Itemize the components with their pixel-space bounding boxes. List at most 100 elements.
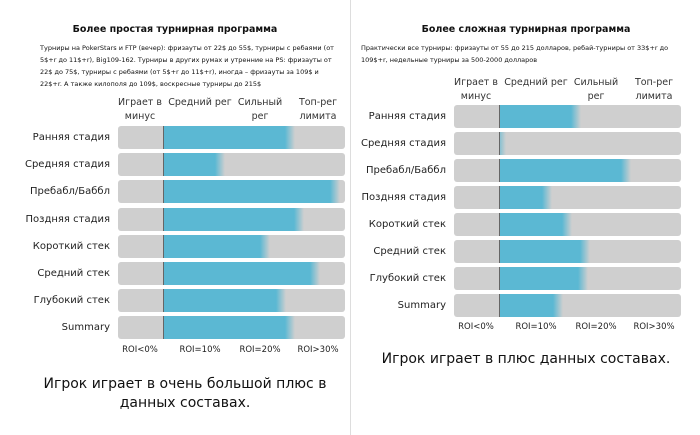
bar-fill	[499, 186, 552, 209]
column-header: Играет в минус	[118, 97, 162, 122]
bar-fill	[163, 207, 305, 231]
zero-divider	[163, 153, 164, 177]
bar-track	[118, 289, 345, 313]
chart-row: Поздняя стадия	[362, 186, 681, 209]
zero-divider	[499, 267, 500, 290]
chart-row: Средний стек	[373, 240, 681, 263]
category-label: Глубокий стек	[369, 273, 446, 284]
category-label: Средняя стадия	[360, 138, 446, 149]
chart-title: Более простая турнирная программа	[72, 24, 278, 35]
chart-row: Глубокий стек	[370, 267, 681, 290]
category-label: Summary	[61, 322, 110, 334]
chart-title: Более сложная турнирная программа	[421, 24, 631, 35]
bar-track	[454, 186, 681, 209]
zero-divider	[163, 234, 164, 258]
zero-divider	[499, 159, 500, 182]
chart-row: Поздняя стадия	[26, 207, 345, 231]
chart-description: Турниры на PokerStars и FTP (вечер): фри…	[40, 44, 334, 88]
bar-track	[118, 180, 345, 204]
conclusion-text: Игрок играет в очень большой плюс в данн…	[43, 376, 327, 411]
category-label: Глубокий стек	[33, 295, 110, 307]
column-header: Топ-рег лимита	[298, 97, 338, 122]
bar-track	[454, 132, 681, 155]
zero-divider	[163, 126, 164, 149]
chart-description: Практически все турниры: фризауты от 55 …	[361, 44, 669, 64]
chart-row: Глубокий стек	[34, 289, 345, 313]
chart-row: Средняя стадия	[361, 132, 681, 155]
bar-track	[118, 126, 345, 149]
bar-fill	[499, 132, 507, 155]
zero-divider	[163, 316, 164, 340]
column-header: Средний рег	[168, 97, 232, 108]
tick-label: ROI<0%	[122, 345, 158, 355]
category-label: Поздняя стадия	[361, 192, 447, 203]
category-label: Поздняя стадия	[25, 213, 111, 225]
chart-row: Короткий стек	[369, 213, 681, 236]
bar-track	[454, 159, 681, 182]
bar-fill	[499, 105, 582, 128]
tick-label: ROI=10%	[179, 345, 221, 355]
bar-track	[454, 105, 681, 128]
tick-label: ROI>30%	[633, 322, 675, 332]
tick-label: ROI<0%	[458, 322, 494, 332]
tick-label: ROI=20%	[239, 345, 281, 355]
bar-fill	[499, 159, 632, 182]
chart-row: Summary	[62, 316, 345, 340]
bar-fill	[163, 289, 286, 313]
category-label: Средний стек	[373, 246, 446, 257]
tick-label: ROI>30%	[297, 345, 339, 355]
bar-fill	[499, 240, 591, 263]
bar-track	[118, 262, 345, 285]
bar-fill	[163, 153, 225, 177]
bar-fill	[163, 234, 271, 258]
zero-divider	[499, 105, 500, 128]
category-label: Пребабл/Баббл	[30, 186, 110, 198]
category-label: Пребабл/Баббл	[366, 165, 446, 176]
chart-row: Ранняя стадия	[33, 126, 345, 149]
bar-fill	[499, 267, 588, 290]
zero-divider	[163, 289, 164, 313]
bar-track	[118, 207, 345, 231]
zero-divider	[499, 240, 500, 263]
zero-divider	[163, 207, 164, 231]
zero-divider	[499, 186, 500, 209]
column-header: Средний рег	[504, 77, 568, 88]
chart-row: Пребабл/Баббл	[30, 180, 345, 204]
zero-divider	[163, 180, 164, 204]
category-label: Короткий стек	[368, 219, 446, 230]
bar-track	[454, 240, 681, 263]
zero-divider	[499, 132, 500, 155]
simple-program-panel: Более простая турнирная программа Турниры…	[25, 24, 345, 411]
bar-fill	[163, 316, 296, 340]
column-header: Сильный рег	[237, 97, 283, 122]
zero-divider	[499, 213, 500, 236]
bar-fill	[499, 294, 563, 317]
complex-program-panel: Более сложная турнирная программа Практич…	[350, 0, 700, 435]
bar-fill	[163, 262, 321, 285]
chart-row: Ранняя стадия	[369, 105, 681, 128]
bar-fill	[163, 126, 296, 149]
conclusion-text: Игрок играет в плюс данных составах.	[381, 351, 671, 367]
column-header: Сильный рег	[573, 77, 619, 102]
bar-track	[454, 213, 681, 236]
bar-fill	[499, 213, 573, 236]
bar-track	[454, 267, 681, 290]
column-header: Играет в минус	[454, 77, 498, 102]
bar-track	[454, 294, 681, 317]
category-label: Средний стек	[37, 268, 110, 279]
chart-row: Пребабл/Баббл	[366, 159, 681, 182]
category-label: Средняя стадия	[24, 159, 110, 171]
bar-track	[118, 153, 345, 177]
tick-label: ROI=10%	[515, 322, 557, 332]
zero-divider	[499, 294, 500, 317]
chart-row: Средняя стадия	[25, 153, 345, 177]
bar-track	[118, 316, 345, 340]
bar-fill	[163, 180, 341, 204]
zero-divider	[163, 262, 164, 285]
chart-row: Summary	[398, 294, 681, 317]
chart-row: Средний стек	[37, 262, 345, 285]
chart-row: Короткий стек	[33, 234, 345, 258]
tick-label: ROI=20%	[575, 322, 617, 332]
category-label: Короткий стек	[32, 240, 110, 252]
bar-track	[118, 234, 345, 258]
